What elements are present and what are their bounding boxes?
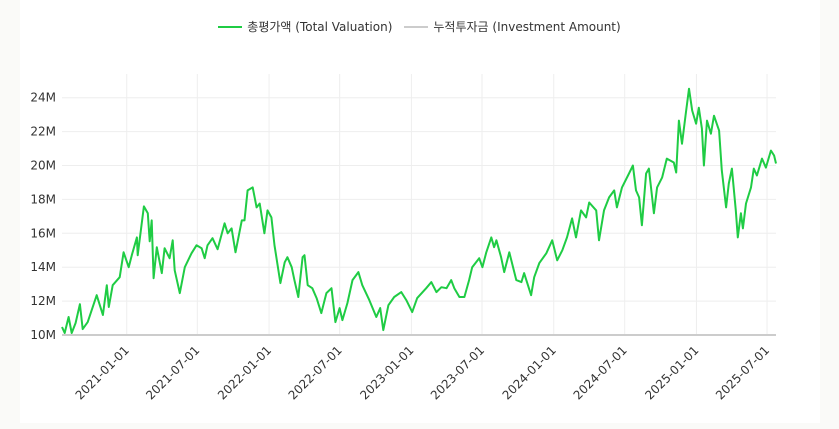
x-tick-label: 2024-07-01 bbox=[571, 343, 630, 402]
x-tick-label: 2025-01-01 bbox=[642, 343, 701, 402]
x-tick-label: 2021-07-01 bbox=[143, 343, 202, 402]
y-tick-label: 22M bbox=[30, 125, 56, 139]
chart-card bbox=[20, 0, 820, 423]
x-tick-label: 2023-01-01 bbox=[357, 343, 416, 402]
x-tick-label: 2022-01-01 bbox=[215, 343, 274, 402]
legend-item-investment-amount[interactable]: 누적투자금 (Investment Amount) bbox=[404, 18, 621, 35]
x-tick-label: 2024-01-01 bbox=[500, 343, 559, 402]
legend: 총평가액 (Total Valuation) 누적투자금 (Investment… bbox=[0, 18, 839, 35]
y-tick-label: 24M bbox=[30, 91, 56, 105]
x-tick-label: 2022-07-01 bbox=[286, 343, 345, 402]
y-tick-label: 20M bbox=[30, 159, 56, 173]
y-tick-label: 10M bbox=[30, 328, 56, 342]
y-tick-label: 16M bbox=[30, 226, 56, 240]
y-tick-label: 12M bbox=[30, 294, 56, 308]
legend-item-total-valuation[interactable]: 총평가액 (Total Valuation) bbox=[218, 18, 392, 35]
x-tick-label: 2025-07-01 bbox=[713, 343, 772, 402]
series-line-total-valuation bbox=[61, 87, 777, 334]
y-tick-label: 18M bbox=[30, 192, 56, 206]
legend-label: 누적투자금 (Investment Amount) bbox=[433, 20, 621, 34]
x-tick-label: 2021-01-01 bbox=[73, 343, 132, 402]
legend-line-icon bbox=[218, 25, 243, 28]
legend-line-icon bbox=[404, 25, 429, 28]
x-tick-label: 2023-07-01 bbox=[428, 343, 487, 402]
legend-label: 총평가액 (Total Valuation) bbox=[247, 20, 393, 34]
y-tick-label: 14M bbox=[30, 260, 56, 274]
